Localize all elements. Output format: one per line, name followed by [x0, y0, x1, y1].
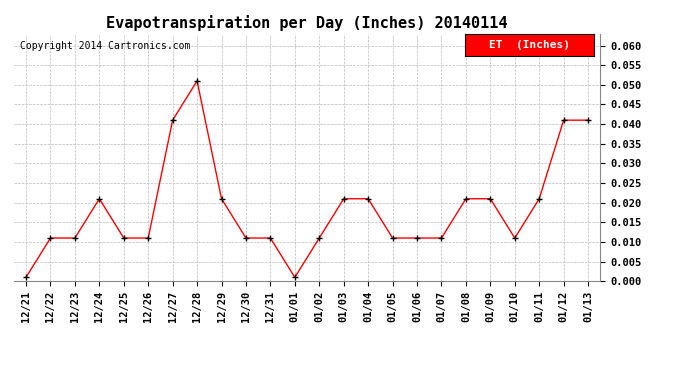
Text: Copyright 2014 Cartronics.com: Copyright 2014 Cartronics.com: [19, 41, 190, 51]
Title: Evapotranspiration per Day (Inches) 20140114: Evapotranspiration per Day (Inches) 2014…: [106, 15, 508, 31]
